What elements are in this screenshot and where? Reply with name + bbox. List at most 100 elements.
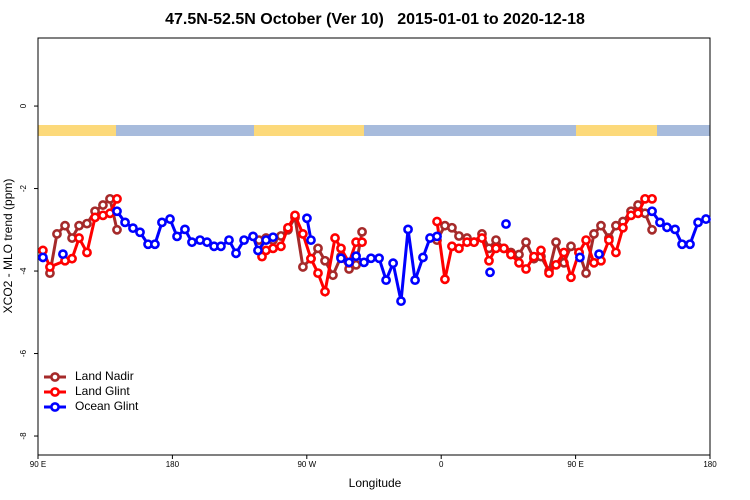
data-point (74, 233, 84, 243)
data-point (594, 249, 604, 260)
data-point (82, 218, 92, 229)
x-tick-label: 0 (439, 460, 444, 469)
data-point (485, 267, 495, 278)
data-point (45, 262, 55, 272)
data-point (351, 251, 361, 262)
data-point (374, 253, 384, 264)
data-point (418, 252, 428, 263)
x-tick-label: 180 (703, 460, 717, 469)
data-point (647, 193, 657, 204)
data-point (484, 255, 494, 266)
data-point (521, 237, 531, 248)
data-point (298, 262, 308, 272)
data-point (74, 220, 84, 231)
data-point (120, 217, 130, 228)
data-point (581, 268, 591, 279)
ocean-band (116, 125, 254, 136)
data-point (128, 223, 138, 234)
legend-label: Ocean Glint (75, 399, 139, 413)
data-point (330, 233, 340, 243)
data-point (491, 235, 501, 246)
legend-marker (50, 372, 60, 382)
data-point (566, 272, 576, 283)
data-point (670, 224, 680, 235)
data-point (313, 268, 323, 279)
data-point (536, 245, 546, 256)
data-point (344, 257, 354, 268)
data-point (589, 229, 599, 239)
data-point (477, 233, 487, 243)
data-point (276, 241, 286, 252)
data-point (298, 229, 308, 239)
data-point (187, 237, 197, 248)
data-point (98, 200, 108, 210)
data-point (514, 257, 524, 268)
data-point (581, 235, 591, 246)
data-point (336, 253, 346, 264)
data-point (596, 220, 606, 231)
ocean-band (364, 125, 576, 136)
data-point (388, 258, 399, 269)
y-tick-label: -4 (19, 267, 28, 275)
land-ocean-strip (38, 125, 710, 136)
legend-label: Land Nadir (75, 369, 134, 383)
data-point (180, 224, 190, 235)
legend-marker (50, 387, 60, 397)
data-point (320, 255, 330, 266)
data-point (618, 222, 628, 233)
y-tick-label: -6 (19, 349, 28, 357)
data-point (701, 214, 711, 224)
data-point (432, 216, 442, 227)
data-point (647, 224, 657, 235)
data-point (611, 247, 621, 258)
x-tick-label: 180 (166, 460, 180, 469)
data-point (566, 241, 576, 252)
data-point (633, 208, 643, 219)
x-tick-label: 90 E (567, 460, 583, 469)
data-point (268, 232, 278, 243)
data-point (253, 245, 263, 256)
data-point (60, 220, 70, 231)
data-point (320, 286, 330, 297)
data-point (224, 235, 234, 246)
data-point (447, 222, 457, 233)
data-point (150, 239, 160, 250)
data-point (336, 243, 346, 254)
data-point (216, 241, 226, 252)
data-point (313, 243, 323, 254)
data-point (693, 217, 703, 228)
data-point (551, 259, 561, 270)
data-point (454, 243, 464, 254)
y-tick-label: 0 (19, 103, 28, 108)
data-point (290, 210, 300, 221)
data-point (357, 226, 367, 237)
chart-title: 47.5N-52.5N October (Ver 10) 2015-01-01 … (165, 11, 585, 28)
data-point (357, 237, 367, 248)
data-point (306, 235, 316, 246)
data-point (283, 222, 293, 233)
data-point (440, 274, 450, 285)
data-point (677, 239, 687, 250)
x-tick-label: 90 W (297, 460, 316, 469)
data-point (491, 243, 501, 254)
data-point (575, 252, 585, 263)
data-point (112, 206, 122, 217)
data-point (157, 217, 167, 228)
data-point (268, 243, 278, 254)
data-point (604, 235, 614, 246)
data-point (58, 249, 68, 260)
data-point (67, 253, 77, 264)
data-point (165, 214, 175, 224)
data-point (551, 237, 561, 248)
data-point (366, 253, 376, 264)
data-point (662, 222, 672, 233)
data-point (506, 249, 516, 260)
data-point (647, 206, 657, 217)
data-point (432, 231, 442, 242)
data-point (655, 217, 665, 228)
data-point (112, 193, 122, 204)
data-point (514, 249, 524, 260)
data-point (521, 264, 531, 274)
data-point (359, 257, 369, 268)
